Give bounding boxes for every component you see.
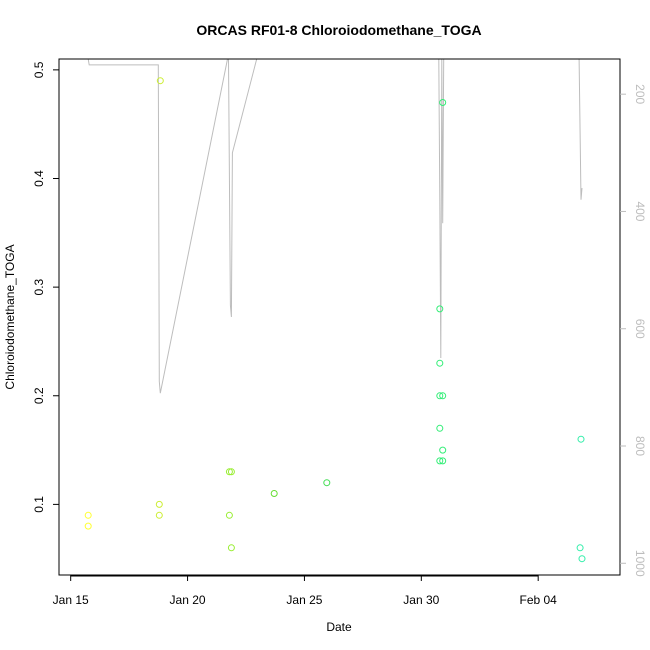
data-points-layer: [84, 77, 586, 563]
data-point: [155, 500, 163, 508]
data-point: [227, 468, 235, 476]
y-axis-label: Chloroiodomethane_TOGA: [3, 244, 17, 389]
y-tick-label: 0.4: [32, 170, 46, 187]
chart-title: ORCAS RF01-8 Chloroiodomethane_TOGA: [196, 22, 481, 38]
pressure-trace-3: [578, 59, 583, 200]
data-point: [227, 544, 235, 552]
data-point: [578, 555, 586, 563]
data-point: [439, 99, 447, 106]
data-point: [270, 490, 278, 497]
y2-axis: 200 400 600 800 1000: [620, 84, 647, 577]
data-point: [84, 522, 92, 530]
y2-tick-label: 800: [633, 436, 647, 456]
x-tick-label: Jan 25: [286, 593, 322, 607]
x-axis-label: Date: [326, 620, 352, 634]
data-point: [155, 511, 163, 519]
data-point: [436, 392, 444, 400]
y2-tick-label: 400: [633, 201, 647, 221]
x-tick-label: Jan 30: [403, 593, 439, 607]
y2-tick-label: 200: [633, 84, 647, 104]
data-point: [323, 479, 331, 487]
data-point: [436, 359, 444, 367]
x-tick-label: Jan 15: [53, 593, 89, 607]
x-tick-label: Jan 20: [170, 593, 206, 607]
data-point: [436, 305, 444, 313]
pressure-trace-1: [87, 59, 258, 394]
data-point: [576, 544, 584, 552]
y-axis: 0.1 0.2 0.3 0.4 0.5: [32, 61, 60, 513]
y-tick-label: 0.3: [32, 278, 46, 295]
y-tick-label: 0.5: [32, 61, 46, 78]
data-point: [436, 457, 444, 465]
y2-tick-label: 600: [633, 319, 647, 339]
data-point: [439, 392, 447, 400]
y-tick-label: 0.1: [32, 496, 46, 513]
data-point: [577, 435, 585, 443]
x-tick-label: Feb 04: [520, 593, 558, 607]
pressure-trace-layer: [87, 59, 583, 394]
data-point: [84, 511, 92, 519]
x-axis: Jan 15 Jan 20 Jan 25 Jan 30 Feb 04: [53, 575, 558, 607]
y-tick-label: 0.2: [32, 387, 46, 404]
plot-frame: [58, 58, 621, 576]
data-point: [439, 446, 447, 454]
data-point: [156, 77, 164, 85]
data-point: [225, 511, 233, 519]
data-point: [439, 457, 447, 465]
y2-tick-label: 1000: [633, 550, 647, 577]
data-point: [225, 468, 233, 476]
pressure-trace-2: [438, 59, 445, 359]
data-point: [436, 424, 444, 432]
